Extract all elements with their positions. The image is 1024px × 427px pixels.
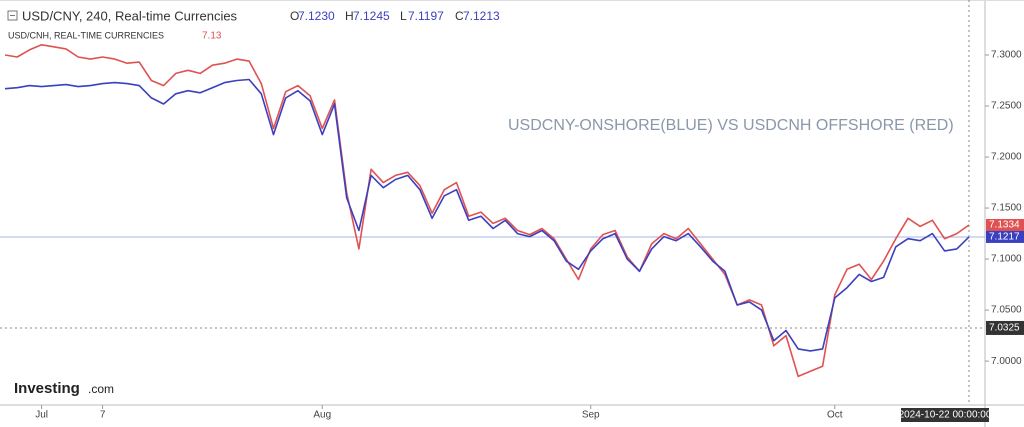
- ohlc-label: O: [290, 9, 299, 23]
- series-line: [4, 78, 970, 352]
- y-tick-label: 7.3000: [991, 50, 1022, 61]
- y-tick-label: 7.1500: [991, 203, 1022, 214]
- logo-suffix: .com: [88, 382, 114, 396]
- y-tick-label: 7.2000: [991, 152, 1022, 163]
- price-tag-label: 7.1334: [989, 220, 1020, 231]
- price-tag: [986, 219, 1024, 231]
- y-tick-label: 7.2500: [991, 101, 1022, 112]
- y-tick-label: 7.1000: [991, 254, 1022, 265]
- ohlc-label: C: [455, 9, 464, 23]
- compare-value: 7.13: [202, 31, 222, 42]
- ohlc-value: 7.1197: [408, 9, 444, 23]
- crosshair-y-tag: [986, 320, 1024, 335]
- crosshair-x-tag: [901, 408, 989, 422]
- price-tag: [986, 230, 1024, 243]
- symbol-title: USD/CNY, 240, Real-time Currencies: [22, 8, 238, 23]
- compare-symbol: USD/CNH, REAL-TIME CURRENCIES: [8, 30, 164, 40]
- ohlc-value: 7.1230: [298, 9, 335, 23]
- x-tick-label: Oct: [827, 410, 843, 421]
- crosshair-y-label: 7.0325: [989, 323, 1020, 334]
- ohlc-label: L: [400, 9, 407, 23]
- crosshair-x-label: 2024-10-22 00:00:00: [899, 410, 992, 421]
- y-tick-label: 7.0000: [991, 356, 1022, 367]
- series-line: [4, 44, 970, 378]
- x-tick-label: 7: [100, 410, 106, 421]
- collapse-icon[interactable]: [7, 10, 18, 21]
- annotation: USDCNY-ONSHORE(BLUE) VS USDCNH OFFSHORE …: [508, 117, 954, 134]
- x-tick-label: Sep: [582, 410, 600, 421]
- logo-brand: Investing: [14, 380, 80, 397]
- y-tick-label: 7.0500: [991, 305, 1022, 316]
- x-tick-label: Jul: [35, 410, 48, 421]
- ohlc-label: H: [345, 9, 354, 23]
- ohlc-value: 7.1213: [463, 9, 500, 23]
- price-tag-label: 7.1217: [989, 232, 1020, 243]
- ohlc-value: 7.1245: [353, 9, 390, 23]
- x-tick-label: Aug: [313, 410, 331, 421]
